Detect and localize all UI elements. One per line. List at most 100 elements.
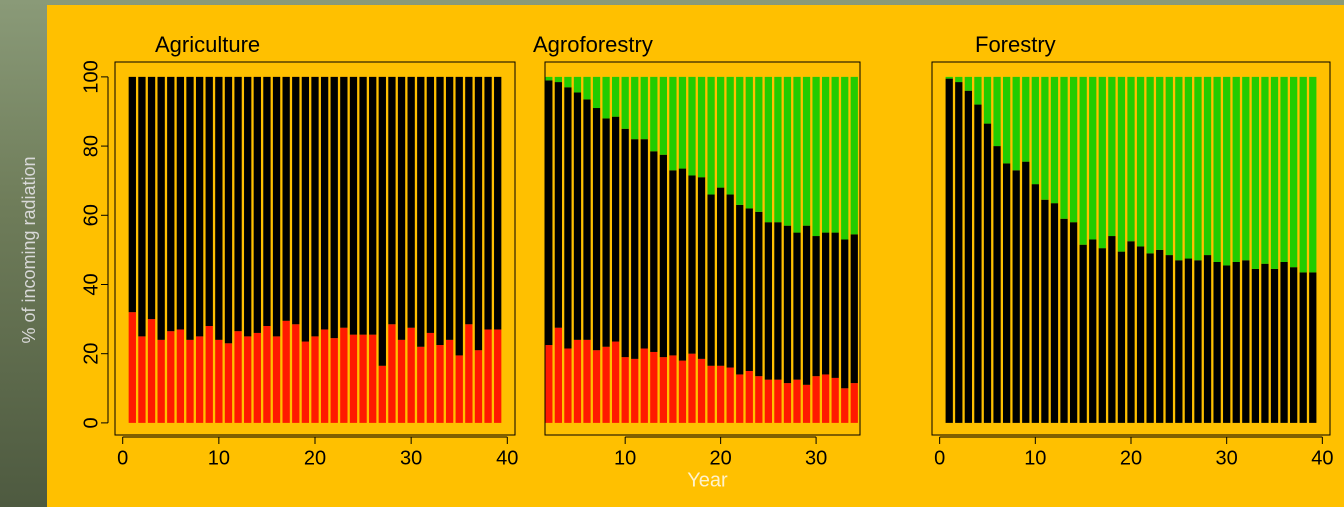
x-tick-label: 10 bbox=[614, 447, 636, 469]
bar-segment bbox=[1223, 77, 1230, 266]
bar-segment bbox=[273, 336, 280, 423]
bar-segment bbox=[283, 77, 290, 321]
bar-segment bbox=[1185, 77, 1192, 259]
bar-segment bbox=[727, 368, 734, 423]
bar-segment bbox=[196, 77, 203, 337]
bar-segment bbox=[158, 340, 165, 423]
bar-segment bbox=[340, 77, 347, 328]
bar-segment bbox=[946, 77, 953, 79]
bar-segment bbox=[669, 77, 676, 170]
bar-segment bbox=[555, 82, 562, 328]
bar-segment bbox=[1156, 77, 1163, 250]
bar-segment bbox=[965, 77, 972, 91]
bar-segment bbox=[612, 117, 619, 342]
bar-segment bbox=[1166, 255, 1173, 423]
bar-segment bbox=[1309, 77, 1316, 272]
bar-segment bbox=[803, 226, 810, 385]
bar-segment bbox=[784, 226, 791, 383]
bar-segment bbox=[765, 222, 772, 379]
bar-segment bbox=[1080, 245, 1087, 423]
bar-segment bbox=[1204, 77, 1211, 255]
bar-segment bbox=[475, 350, 482, 423]
bar-segment bbox=[465, 324, 472, 423]
bar-segment bbox=[379, 366, 386, 423]
x-tick-label: 0 bbox=[117, 447, 128, 469]
bar-segment bbox=[641, 139, 648, 348]
bar-segment bbox=[225, 343, 232, 423]
bar-segment bbox=[1041, 200, 1048, 423]
bar-segment bbox=[254, 333, 261, 423]
bar-segment bbox=[1022, 77, 1029, 162]
bar-segment bbox=[215, 340, 222, 423]
bar-segment bbox=[812, 376, 819, 423]
bar-segment bbox=[1252, 269, 1259, 423]
bar-segment bbox=[564, 348, 571, 422]
x-tick-label: 40 bbox=[1311, 447, 1333, 469]
bar-segment bbox=[436, 77, 443, 345]
bar-segment bbox=[984, 124, 991, 423]
bar-segment bbox=[631, 139, 638, 359]
bar-segment bbox=[446, 77, 453, 340]
bar-segment bbox=[955, 82, 962, 423]
bar-segment bbox=[841, 77, 848, 240]
bar-segment bbox=[1213, 77, 1220, 262]
page: {"chart_data": [ {"type": "bar", "stacke… bbox=[0, 0, 1344, 507]
bar-segment bbox=[350, 77, 357, 335]
bar-segment bbox=[1099, 248, 1106, 423]
bar-segment bbox=[631, 77, 638, 139]
bar-segment bbox=[244, 336, 251, 423]
bar-segment bbox=[408, 77, 415, 328]
bar-segment bbox=[851, 77, 858, 234]
bar-segment bbox=[465, 77, 472, 324]
bar-segment bbox=[1118, 77, 1125, 252]
bar-segment bbox=[167, 77, 174, 331]
bar-segment bbox=[984, 77, 991, 124]
bar-segment bbox=[369, 335, 376, 423]
bar-segment bbox=[388, 324, 395, 423]
bar-segment bbox=[1089, 77, 1096, 240]
bar-segment bbox=[1146, 77, 1153, 253]
bar-segment bbox=[793, 233, 800, 380]
bar-segment bbox=[379, 77, 386, 366]
bar-segment bbox=[622, 77, 629, 129]
bar-segment bbox=[1280, 77, 1287, 262]
y-tick-label: 100 bbox=[80, 60, 102, 93]
bar-segment bbox=[602, 347, 609, 423]
x-tick-label: 20 bbox=[1120, 447, 1142, 469]
bar-segment bbox=[331, 77, 338, 338]
bar-segment bbox=[1146, 253, 1153, 423]
bar-segment bbox=[612, 342, 619, 423]
bar-segment bbox=[234, 77, 241, 331]
bar-segment bbox=[398, 340, 405, 423]
bar-segment bbox=[593, 350, 600, 423]
bar-segment bbox=[1280, 262, 1287, 423]
bar-segment bbox=[456, 355, 463, 422]
bar-segment bbox=[446, 340, 453, 423]
bar-segment bbox=[727, 195, 734, 368]
bar-segment bbox=[555, 77, 562, 82]
bar-segment bbox=[965, 91, 972, 423]
bar-segment bbox=[1060, 77, 1067, 219]
bar-segment bbox=[841, 388, 848, 423]
x-tick-label: 30 bbox=[805, 447, 827, 469]
x-tick-label: 20 bbox=[304, 447, 326, 469]
bar-segment bbox=[993, 77, 1000, 146]
bar-segment bbox=[612, 77, 619, 117]
bar-segment bbox=[717, 77, 724, 188]
bar-segment bbox=[1108, 236, 1115, 423]
bar-segment bbox=[177, 77, 184, 330]
bar-segment bbox=[832, 378, 839, 423]
bar-segment bbox=[456, 77, 463, 356]
bar-segment bbox=[1032, 184, 1039, 423]
bar-segment bbox=[660, 77, 667, 155]
bar-segment bbox=[129, 77, 136, 312]
bar-segment bbox=[650, 77, 657, 151]
bar-segment bbox=[641, 77, 648, 139]
bar-segment bbox=[1127, 241, 1134, 423]
x-tick-label: 20 bbox=[710, 447, 732, 469]
bar-segment bbox=[736, 205, 743, 375]
bar-segment bbox=[698, 359, 705, 423]
x-tick-label: 10 bbox=[208, 447, 230, 469]
bar-segment bbox=[369, 77, 376, 335]
bar-segment bbox=[993, 146, 1000, 423]
